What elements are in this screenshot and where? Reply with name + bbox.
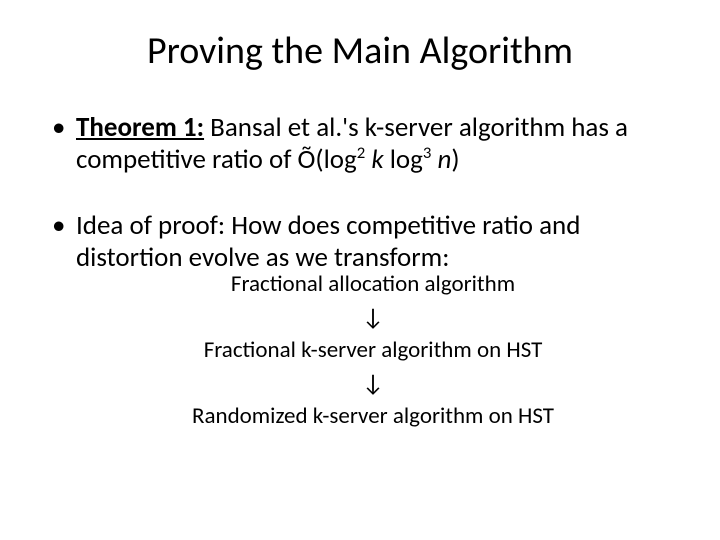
transform-steps: Fractional allocation algorithm ↓ Fracti… <box>76 267 670 433</box>
step-3: Randomized k-server algorithm on HST <box>76 399 670 434</box>
theorem-label: Theorem 1: <box>76 111 204 144</box>
bullet-theorem: Theorem 1: Bansal et al.'s k-server algo… <box>50 112 670 176</box>
arrow-2: ↓ <box>76 368 670 399</box>
sup-2: 2 <box>357 143 365 163</box>
arrow-1: ↓ <box>76 302 670 333</box>
var-k: k <box>371 143 383 176</box>
bullet-idea: Idea of proof: How does competitive rati… <box>50 210 670 434</box>
theorem-text-2: log <box>384 143 423 176</box>
var-n: n <box>437 143 451 176</box>
step-2: Fractional k-server algorithm on HST <box>76 333 670 368</box>
slide: Proving the Main Algorithm Theorem 1: Ba… <box>0 0 720 540</box>
idea-text: Idea of proof: How does competitive rati… <box>76 209 580 274</box>
slide-title: Proving the Main Algorithm <box>50 28 670 74</box>
bullet-list: Theorem 1: Bansal et al.'s k-server algo… <box>50 112 670 433</box>
close-paren: ) <box>451 143 459 176</box>
